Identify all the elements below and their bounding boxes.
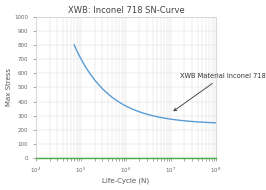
Title: XWB: Inconel 718 SN-Curve: XWB: Inconel 718 SN-Curve: [68, 6, 184, 15]
Text: XWB Material Inconel 718: XWB Material Inconel 718: [174, 73, 266, 111]
X-axis label: Life-Cycle (N): Life-Cycle (N): [102, 178, 149, 184]
Y-axis label: Max Stress: Max Stress: [6, 68, 11, 106]
